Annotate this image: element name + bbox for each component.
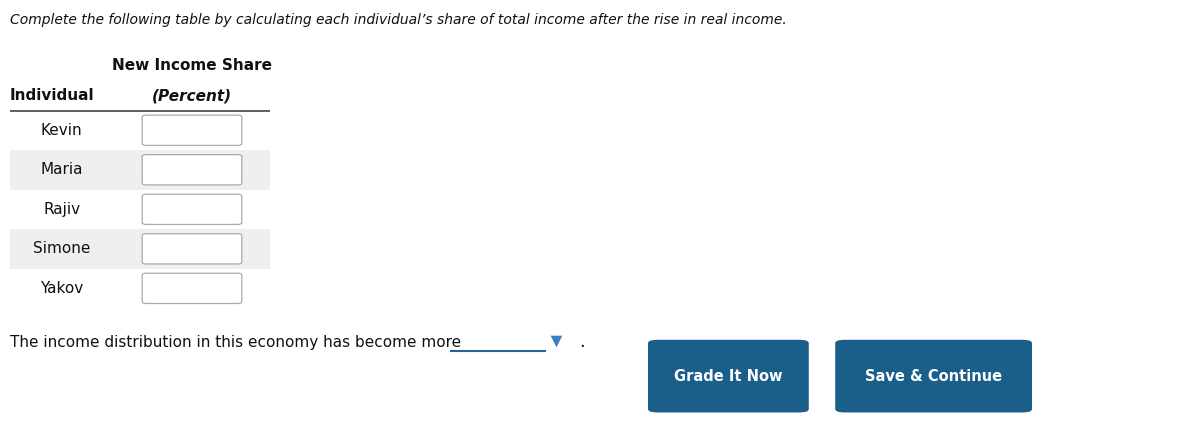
Text: Individual: Individual [10, 88, 95, 103]
FancyBboxPatch shape [142, 234, 242, 264]
Text: Grade It Now: Grade It Now [674, 368, 782, 384]
Text: .: . [580, 333, 586, 351]
Text: Simone: Simone [34, 241, 90, 256]
Text: Save & Continue: Save & Continue [865, 368, 1002, 384]
FancyBboxPatch shape [142, 115, 242, 145]
Text: Maria: Maria [41, 162, 83, 177]
Text: The income distribution in this economy has become more: The income distribution in this economy … [10, 334, 461, 350]
FancyBboxPatch shape [648, 340, 809, 412]
FancyBboxPatch shape [142, 273, 242, 303]
Text: (Percent): (Percent) [152, 88, 232, 103]
Text: Kevin: Kevin [41, 123, 83, 138]
FancyBboxPatch shape [835, 340, 1032, 412]
Text: Rajiv: Rajiv [43, 202, 80, 217]
Bar [10, 229, 270, 269]
Bar [10, 150, 270, 190]
Text: Complete the following table by calculating each individual’s share of total inc: Complete the following table by calculat… [10, 13, 786, 27]
Point [546, 338, 565, 345]
Text: Yakov: Yakov [40, 281, 84, 296]
FancyBboxPatch shape [142, 194, 242, 224]
Text: New Income Share: New Income Share [112, 58, 272, 74]
FancyBboxPatch shape [142, 155, 242, 185]
